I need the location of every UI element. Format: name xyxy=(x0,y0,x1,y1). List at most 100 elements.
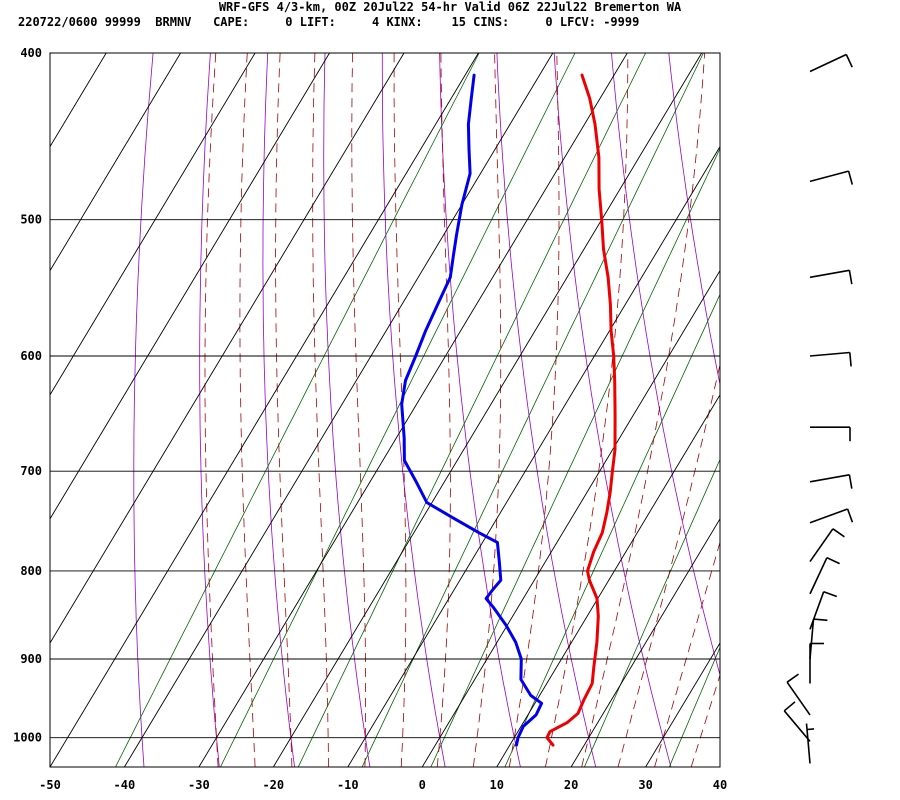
moist-adiabat xyxy=(581,53,705,767)
moist-adiabat xyxy=(393,53,407,767)
sounding-profiles xyxy=(400,73,617,747)
mixing-ratio-line xyxy=(504,293,720,767)
wind-barb xyxy=(786,673,811,716)
x-tick-label: 40 xyxy=(713,778,727,792)
barb-staff xyxy=(809,591,825,630)
wind-barb xyxy=(809,618,828,660)
barb-flag-full xyxy=(848,474,853,489)
isotherm xyxy=(50,53,479,767)
dry-adiabat xyxy=(611,53,720,677)
y-tick-label: 700 xyxy=(20,464,42,478)
x-tick-label: 10 xyxy=(489,778,503,792)
x-tick-label: -30 xyxy=(188,778,210,792)
dewpoint-line xyxy=(400,73,544,747)
y-tick-label: 800 xyxy=(20,564,42,578)
isotherm xyxy=(347,145,720,767)
dry-adiabat xyxy=(262,53,295,767)
isotherm xyxy=(570,517,720,767)
moist-adiabat xyxy=(239,53,256,767)
x-tick-label: -40 xyxy=(114,778,136,792)
temperature-line xyxy=(545,73,617,747)
wind-barb xyxy=(809,642,824,684)
grid-lines xyxy=(50,52,720,739)
wind-barbs xyxy=(783,53,854,764)
y-tick-label: 500 xyxy=(20,213,42,227)
wind-barb xyxy=(809,556,840,595)
mixing-ratio-line xyxy=(361,53,704,767)
wind-barb xyxy=(809,269,853,285)
barb-staff xyxy=(786,681,811,716)
moist-adiabat xyxy=(204,53,219,767)
barb-staff xyxy=(809,170,849,183)
barb-staff xyxy=(809,557,828,595)
wind-barb xyxy=(809,508,854,524)
wind-barb xyxy=(809,351,852,367)
x-tick-label: -20 xyxy=(262,778,284,792)
dry-adiabat xyxy=(553,53,672,767)
mixing-ratio-line xyxy=(668,646,720,767)
isotherm xyxy=(421,269,720,767)
stability-indices: 220722/0600 99999 BRMNV CAPE: 0 LIFT: 4 … xyxy=(18,15,640,29)
moist-adiabat xyxy=(312,53,329,767)
barb-flag-full xyxy=(783,701,796,712)
moist-adiabat xyxy=(275,53,293,767)
chart-title: WRF-GFS 4/3-km, 00Z 20Jul22 54-hr Valid … xyxy=(218,0,682,14)
barb-flag-half xyxy=(806,728,815,731)
barb-flag-full xyxy=(813,618,828,622)
barb-flag-full xyxy=(786,673,799,683)
isotherm xyxy=(272,53,703,767)
barb-staff xyxy=(809,508,848,524)
wind-barb xyxy=(809,474,853,489)
wind-barb xyxy=(809,590,838,630)
barb-flag-full xyxy=(823,590,838,598)
isotherm xyxy=(645,642,720,767)
isotherm xyxy=(50,53,181,272)
x-tick-labels: -50 -40 -30 -20 -10 0 10 20 30 40 xyxy=(39,778,727,792)
mixing-ratio-line xyxy=(220,53,576,767)
dry-adiabat xyxy=(496,53,597,767)
wind-barb xyxy=(805,723,815,764)
wind-barb xyxy=(809,170,854,185)
isotherm xyxy=(198,53,628,767)
isotherm xyxy=(50,53,107,148)
isotherm xyxy=(50,53,256,396)
moist-adiabat xyxy=(472,53,502,767)
barb-staff xyxy=(809,528,834,563)
barb-staff xyxy=(783,710,811,742)
y-tick-labels: 400 500 600 700 800 900 1000 xyxy=(13,46,42,745)
mixing-ratio-line xyxy=(115,53,480,767)
adiabat-lines xyxy=(50,53,900,767)
wind-barb xyxy=(809,528,845,563)
dry-adiabat xyxy=(199,53,220,767)
moist-adiabat xyxy=(508,53,560,767)
mixing-ratio-line xyxy=(430,147,720,767)
x-tick-label: 30 xyxy=(638,778,652,792)
moist-adiabat xyxy=(617,363,720,767)
wind-barb xyxy=(810,426,851,442)
barb-staff xyxy=(809,53,847,73)
x-tick-label: 0 xyxy=(419,778,426,792)
y-tick-label: 900 xyxy=(20,652,42,666)
y-tick-label: 1000 xyxy=(13,731,42,745)
barb-staff xyxy=(809,474,850,483)
barb-staff xyxy=(809,269,850,279)
y-tick-label: 600 xyxy=(20,349,42,363)
barb-flag-full xyxy=(845,54,853,68)
wind-barb xyxy=(809,53,853,73)
mixing-ratio-line xyxy=(584,458,720,767)
dry-adiabat xyxy=(133,53,154,767)
barb-flag-full xyxy=(849,352,852,367)
wind-barb xyxy=(783,701,811,742)
barb-staff xyxy=(809,351,850,357)
dry-adiabat xyxy=(323,53,371,767)
dry-adiabat xyxy=(783,53,900,767)
isotherm xyxy=(50,53,330,520)
isotherm xyxy=(50,53,405,644)
x-tick-label: 20 xyxy=(564,778,578,792)
isotherm xyxy=(124,53,554,767)
barb-flag-full xyxy=(826,556,840,565)
barb-flag-full xyxy=(832,528,845,538)
barb-flag-full xyxy=(846,508,854,523)
barb-flag-full xyxy=(847,170,854,185)
moist-adiabat xyxy=(545,53,629,767)
